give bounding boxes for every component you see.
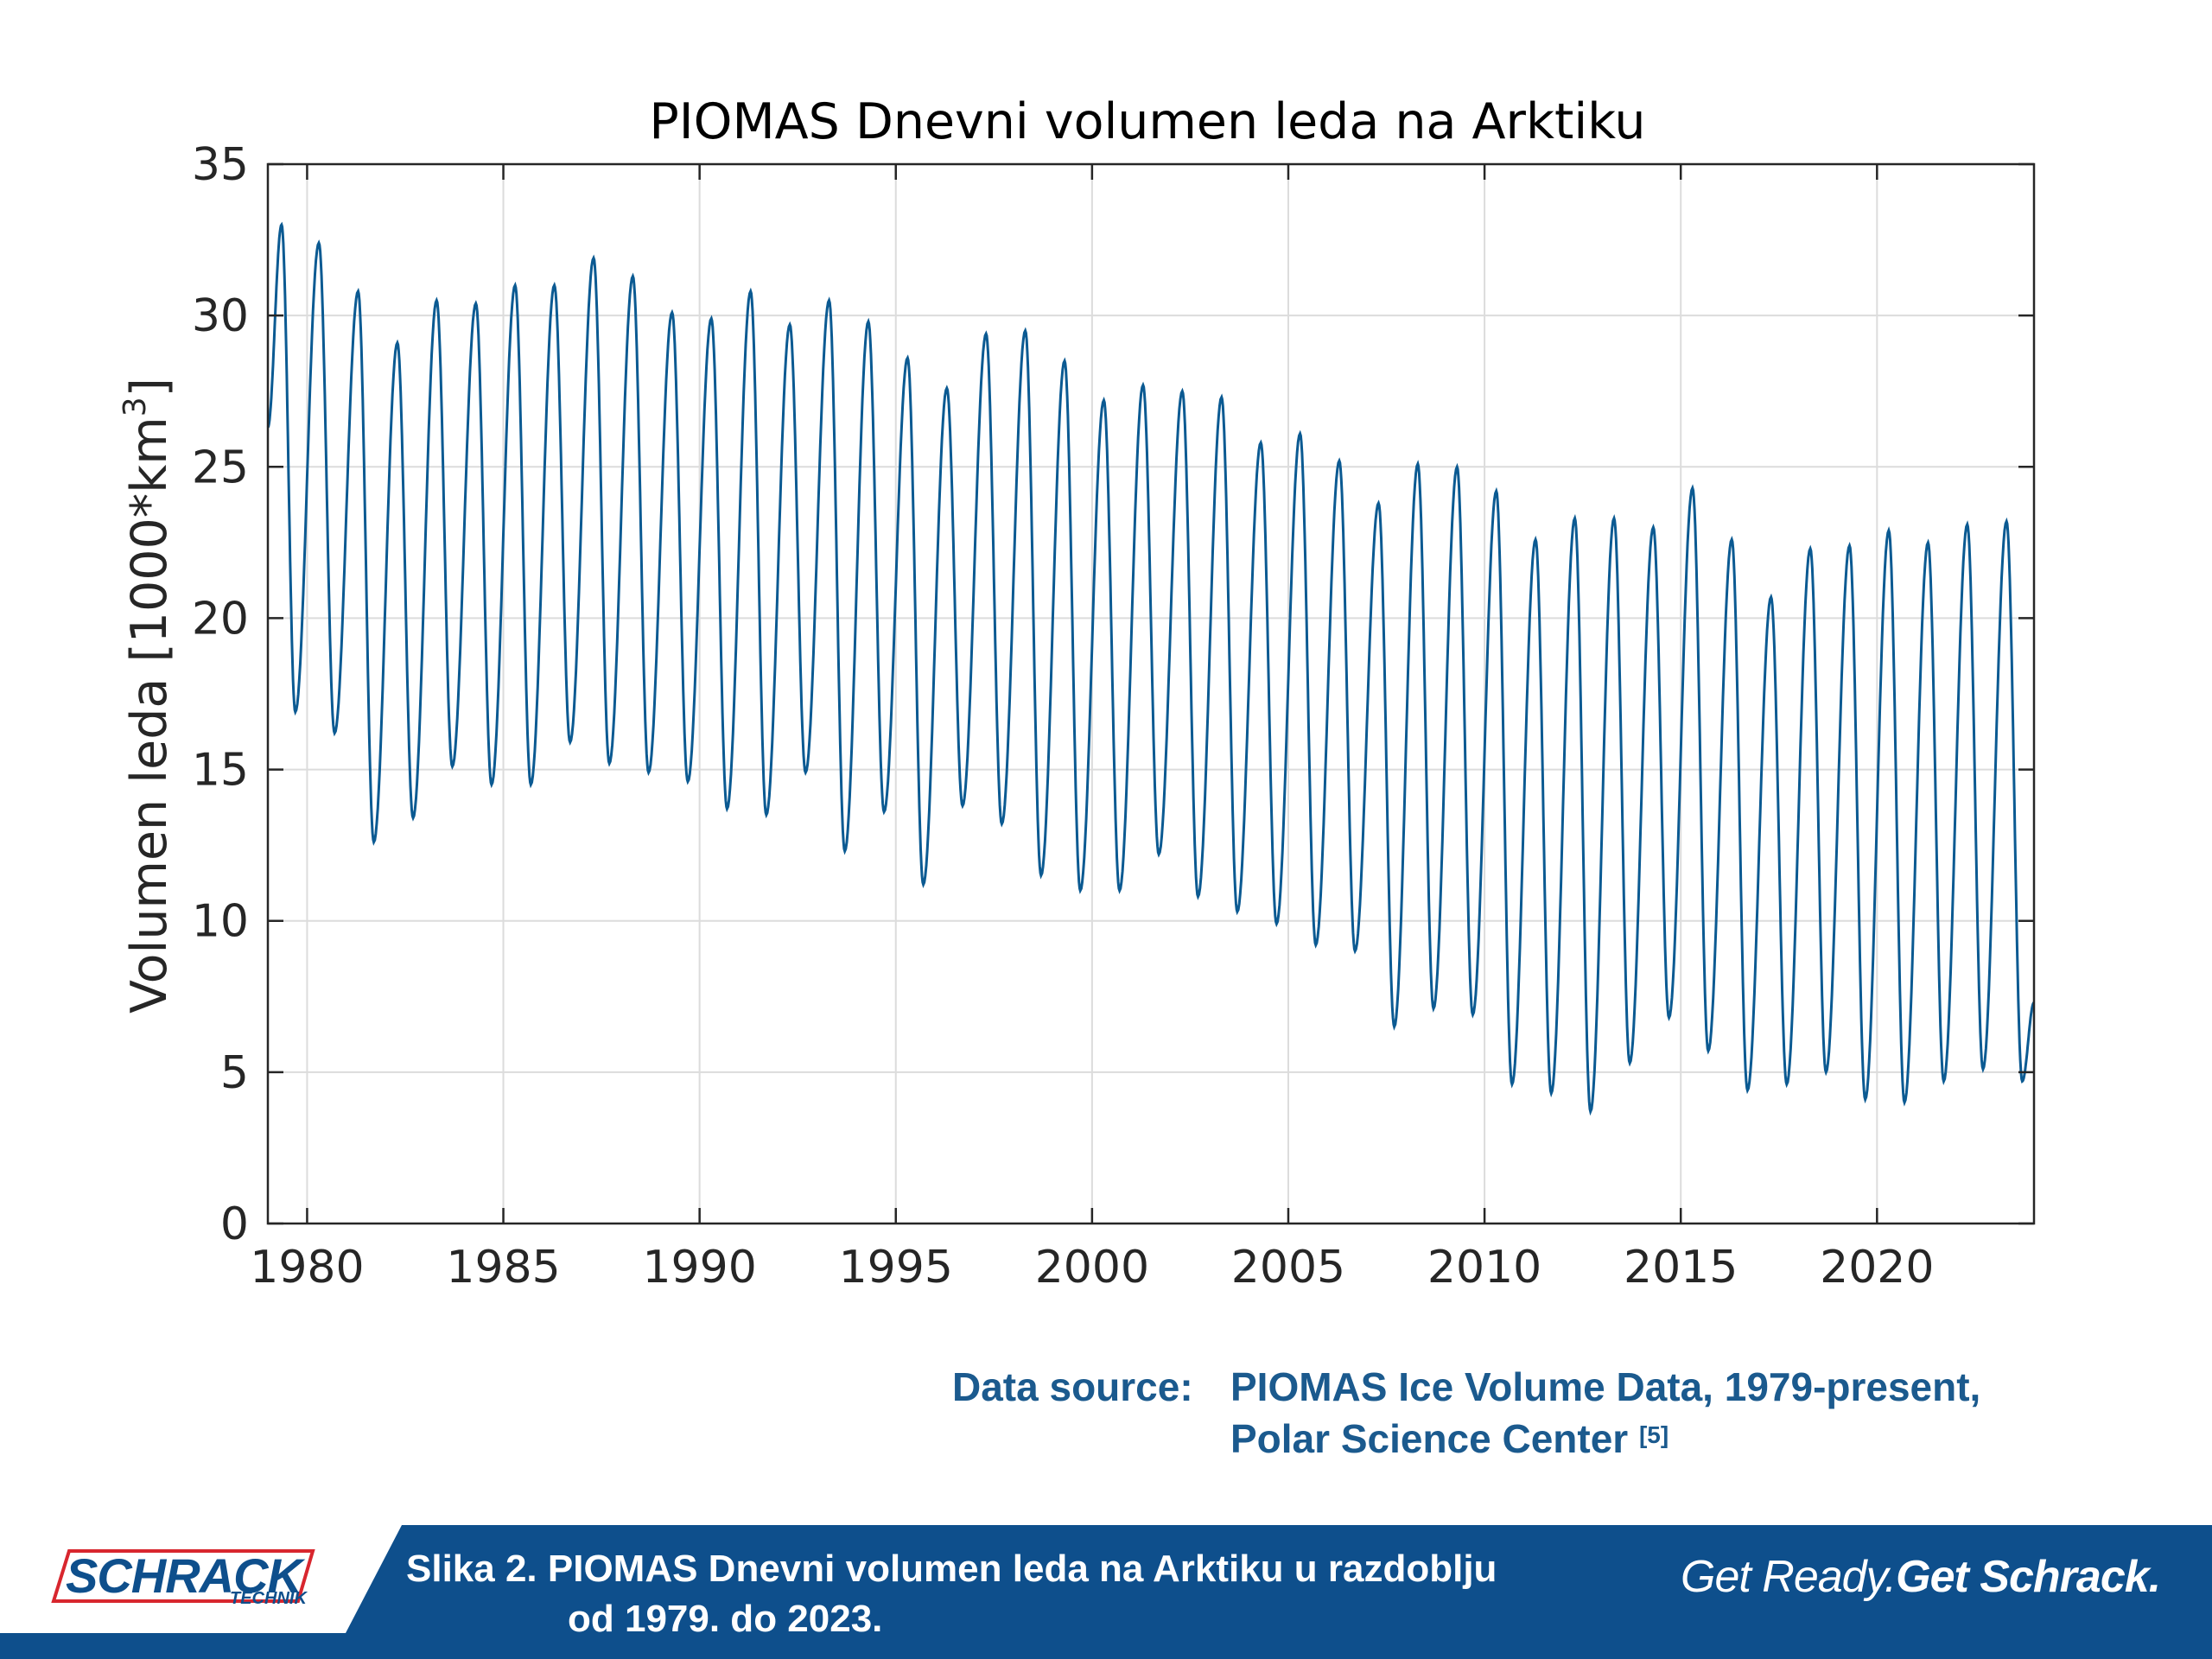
ice-volume-chart: 1980 1985 1990 1995 2000 2005 2010 2015 2020 051…: [118, 93, 2036, 1294]
logo-wordmark: SCHRACK: [66, 1548, 302, 1603]
data-source-line2: Polar Science Center [5]: [1230, 1413, 1669, 1465]
grid-lines: [268, 163, 2034, 1224]
x-tick-label: 1985: [446, 1242, 560, 1294]
plot-frame: [266, 162, 2036, 1225]
tick-marks: [268, 162, 2034, 1225]
data-source-line1: PIOMAS Ice Volume Data, 1979-present,: [1230, 1364, 1981, 1409]
x-tick-label: 1980: [250, 1242, 364, 1294]
figure-caption-line2: od 1979. do 2023.: [568, 1598, 883, 1640]
y-axis-label-superscript: 3: [118, 397, 153, 416]
slogan-light: Get Ready.: [1681, 1552, 1897, 1602]
logo-red-outline: [51, 1549, 315, 1603]
x-tick-label: 2010: [1427, 1242, 1541, 1294]
y-tick-label: 10: [192, 896, 249, 948]
y-tick-label: 15: [192, 745, 249, 797]
figure-caption-line1: Slika 2. PIOMAS Dnevni volumen leda na A…: [406, 1548, 1497, 1590]
y-tick-label: 30: [192, 290, 249, 342]
y-axis-label: Volumen leda [1000*km3]: [118, 378, 178, 1014]
data-source-label: Data source:: [952, 1364, 1193, 1409]
x-tick-labels: 1980 1985 1990 1995 2000 2005 2010 2015 2020: [250, 1242, 1934, 1294]
y-axis-label-end: ]: [121, 378, 178, 397]
y-axis-label-main: Volumen leda [1000*km: [121, 416, 178, 1014]
x-tick-label: 2000: [1035, 1242, 1149, 1294]
x-tick-label: 1995: [839, 1242, 953, 1294]
schrack-logo: [51, 1549, 315, 1603]
y-tick-label: 35: [192, 139, 249, 191]
data-source-reference: [5]: [1638, 1421, 1669, 1448]
y-tick-label: 0: [220, 1198, 249, 1250]
data-source-name: Polar Science Center: [1230, 1416, 1629, 1461]
y-tick-label: 20: [192, 593, 249, 645]
footer-blue-band: [0, 1525, 2212, 1659]
y-tick-labels: 0 5 10 15 20 25 30 35: [192, 139, 249, 1250]
x-tick-label: 2005: [1231, 1242, 1345, 1294]
ice-volume-series-line: [266, 221, 2035, 1116]
y-tick-label: 5: [220, 1047, 249, 1099]
x-tick-label: 2020: [1820, 1242, 1934, 1294]
slogan: Get Ready.Get Schrack.: [1681, 1551, 2161, 1603]
x-tick-label: 2015: [1624, 1242, 1738, 1294]
logo-subtitle: TECHNIK: [230, 1589, 307, 1608]
chart-title: PIOMAS Dnevni volumen leda na Arktiku: [649, 93, 1645, 150]
footer-bar: SCHRACK TECHNIK Slika 2. PIOMAS Dnevni v…: [0, 1525, 2212, 1659]
x-tick-label: 1990: [642, 1242, 756, 1294]
footer-background: [0, 1525, 2212, 1659]
y-tick-label: 25: [192, 442, 249, 493]
slogan-bold: Get Schrack.: [1896, 1552, 2161, 1602]
